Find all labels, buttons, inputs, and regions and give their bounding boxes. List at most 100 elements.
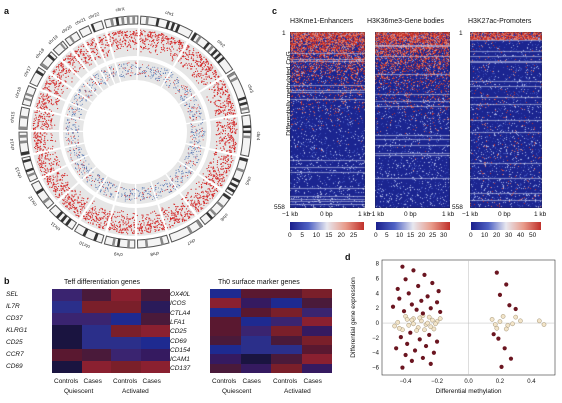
inner-dmr-point: [140, 66, 142, 68]
inner-dmr-point: [97, 174, 99, 176]
outer-dmr-point: [42, 150, 44, 152]
outer-dmr-point: [169, 43, 172, 45]
point-non-significant: [411, 321, 416, 327]
outer-dmr-point: [213, 170, 215, 172]
outer-dmr-point: [235, 131, 237, 133]
inner-dmr-point: [85, 160, 87, 162]
outer-dmr-point: [62, 186, 65, 188]
outer-dmr-point: [217, 124, 219, 126]
outer-dmr-point: [200, 196, 202, 199]
outer-dmr-point: [203, 66, 205, 68]
outer-dmr-point: [190, 68, 192, 70]
outer-dmr-point: [101, 217, 103, 219]
point-significant: [398, 335, 403, 340]
inner-dmr-point: [131, 65, 133, 67]
inner-dmr-point: [97, 75, 99, 77]
inner-track: [65, 103, 88, 120]
outer-dmr-point: [37, 107, 39, 109]
outer-dmr-point: [228, 136, 230, 138]
outer-dmr-point: [55, 83, 57, 85]
inner-dmr-point: [194, 136, 196, 138]
outer-dmr-point: [173, 219, 175, 221]
outer-dmr-point: [222, 91, 225, 93]
outer-dmr-point: [158, 39, 160, 41]
outer-dmr-point: [43, 108, 46, 110]
inner-dmr-point: [71, 115, 73, 117]
outer-dmr-point: [127, 222, 129, 224]
outer-dmr-point: [189, 64, 191, 67]
inner-dmr-point: [155, 73, 157, 75]
outer-dmr-point: [50, 167, 53, 169]
outer-dmr-point: [196, 208, 198, 210]
inner-dmr-point: [103, 193, 105, 195]
outer-dmr-point: [46, 94, 48, 96]
outer-dmr-point: [135, 48, 137, 50]
outer-dmr-point: [39, 107, 41, 109]
outer-dmr-point: [157, 36, 159, 38]
inner-dmr-point: [88, 163, 90, 165]
inner-dmr-point: [183, 98, 185, 100]
outer-dmr-point: [178, 208, 180, 211]
inner-dmr-point: [163, 72, 165, 74]
outer-dmr-point: [118, 215, 120, 217]
expression-cell: [111, 325, 141, 337]
outer-dmr-point: [223, 148, 225, 150]
chromosome-ideogram: [30, 180, 55, 210]
inner-dmr-point: [184, 87, 186, 89]
inner-dmr-point: [192, 97, 194, 99]
outer-dmr-point: [207, 69, 209, 71]
point-non-significant: [536, 318, 542, 324]
outer-dmr-point: [71, 81, 73, 83]
outer-dmr-point: [191, 213, 193, 215]
outer-dmr-point: [62, 199, 65, 201]
inner-dmr-point: [195, 111, 197, 113]
outer-dmr-point: [42, 93, 44, 95]
expression-cell: [52, 289, 82, 301]
inner-dmr-point: [193, 137, 195, 139]
point-significant: [401, 309, 407, 314]
inner-dmr-point: [172, 186, 174, 188]
outer-dmr-point: [100, 47, 102, 49]
outer-dmr-point: [37, 121, 39, 123]
outer-dmr-point: [77, 210, 79, 212]
inner-dmr-point: [140, 199, 142, 201]
outer-dmr-point: [101, 49, 103, 51]
outer-dmr-point: [46, 172, 48, 174]
outer-dmr-point: [43, 123, 46, 125]
outer-dmr-point: [173, 54, 175, 56]
outer-dmr-point: [85, 62, 87, 64]
point-non-significant: [426, 314, 432, 320]
inner-dmr-point: [145, 189, 147, 191]
outer-dmr-point: [91, 38, 93, 41]
outer-dmr-point: [229, 129, 232, 131]
outer-dmr-point: [67, 57, 69, 59]
outer-dmr-point: [135, 32, 137, 35]
outer-dmr-point: [36, 110, 38, 112]
outer-dmr-point: [223, 179, 226, 181]
inner-dmr-point: [79, 147, 81, 149]
outer-dmr-point: [196, 202, 198, 205]
inner-dmr-point: [192, 148, 194, 150]
outer-dmr-point: [176, 53, 178, 55]
outer-dmr-point: [149, 40, 151, 42]
inner-dmr-point: [171, 183, 173, 185]
outer-dmr-point: [64, 196, 67, 198]
expression-cell: [111, 313, 141, 325]
inner-dmr-point: [197, 146, 199, 148]
outer-dmr-point: [221, 168, 223, 170]
outer-dmr-point: [172, 57, 174, 59]
outer-dmr-point: [235, 143, 237, 145]
outer-dmr-point: [46, 179, 48, 181]
expression-cell: [210, 363, 241, 373]
outer-dmr-point: [88, 218, 90, 220]
outer-dmr-point: [119, 47, 122, 49]
outer-dmr-point: [55, 160, 57, 162]
inner-dmr-point: [139, 73, 141, 75]
outer-dmr-point: [192, 59, 195, 61]
outer-dmr-point: [54, 193, 57, 195]
outer-dmr-point: [117, 41, 119, 43]
outer-dmr-point: [198, 56, 200, 58]
outer-dmr-point: [144, 39, 146, 41]
inner-dmr-point: [108, 74, 110, 76]
inner-dmr-point: [154, 190, 156, 192]
